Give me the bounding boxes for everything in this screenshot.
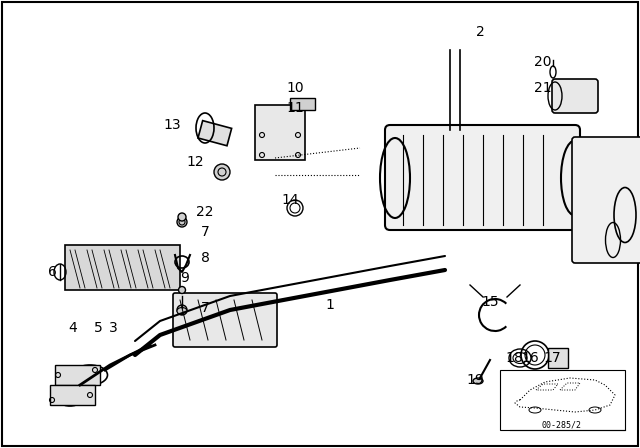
Bar — [65, 245, 180, 290]
Text: 3: 3 — [109, 321, 117, 335]
Text: 18: 18 — [505, 351, 523, 365]
Text: 8: 8 — [200, 251, 209, 265]
Ellipse shape — [473, 378, 483, 384]
FancyBboxPatch shape — [572, 137, 640, 263]
Text: 11: 11 — [286, 101, 304, 115]
Text: 2: 2 — [476, 25, 484, 39]
Text: 21: 21 — [534, 81, 552, 95]
Bar — [198, 121, 232, 146]
Text: 20: 20 — [534, 55, 552, 69]
Text: 10: 10 — [286, 81, 304, 95]
Bar — [50, 385, 95, 405]
Ellipse shape — [177, 307, 187, 314]
Text: 00-285/2: 00-285/2 — [542, 420, 582, 429]
Bar — [290, 98, 315, 110]
Ellipse shape — [177, 305, 187, 315]
Text: 9: 9 — [180, 271, 189, 285]
Text: 4: 4 — [68, 321, 77, 335]
Text: 7: 7 — [200, 225, 209, 239]
FancyBboxPatch shape — [552, 79, 598, 113]
Ellipse shape — [177, 217, 187, 227]
Text: 17: 17 — [543, 351, 561, 365]
Text: 5: 5 — [93, 321, 102, 335]
Text: 7: 7 — [200, 301, 209, 315]
FancyBboxPatch shape — [385, 125, 580, 230]
Bar — [55, 365, 100, 385]
Ellipse shape — [179, 287, 186, 293]
Text: 15: 15 — [481, 295, 499, 309]
Bar — [500, 370, 625, 430]
Text: 13: 13 — [163, 118, 181, 132]
Bar — [255, 105, 305, 160]
Ellipse shape — [214, 164, 230, 180]
Ellipse shape — [178, 213, 186, 221]
Text: 6: 6 — [47, 265, 56, 279]
Text: 12: 12 — [186, 155, 204, 169]
Text: 1: 1 — [326, 298, 335, 312]
Text: 19: 19 — [466, 373, 484, 387]
Text: 16: 16 — [521, 351, 539, 365]
Bar — [548, 348, 568, 368]
FancyBboxPatch shape — [173, 293, 277, 347]
Text: 22: 22 — [196, 205, 214, 219]
Text: 14: 14 — [281, 193, 299, 207]
